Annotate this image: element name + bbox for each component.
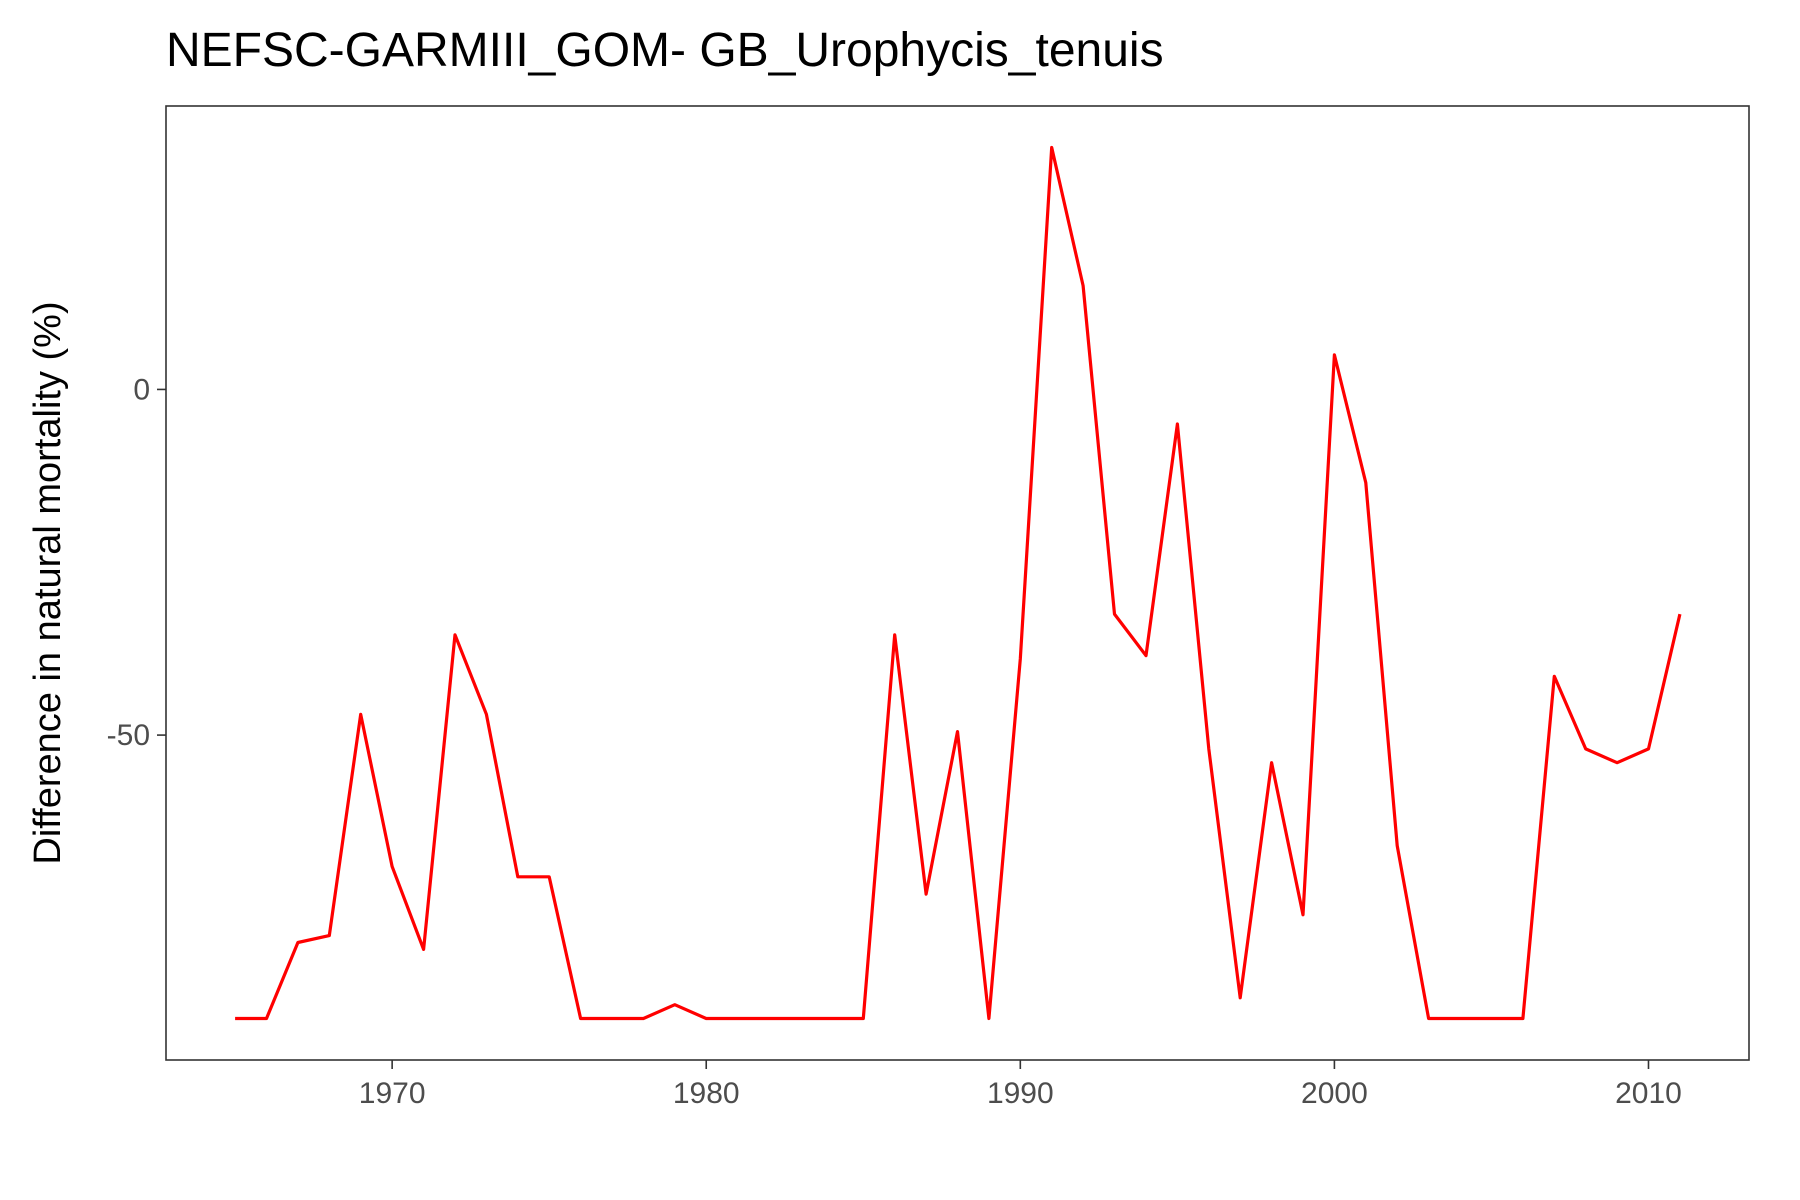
chart-title: NEFSC-GARMIII_GOM- GB_Urophycis_tenuis xyxy=(166,24,1164,77)
series-line xyxy=(235,145,1682,1021)
x-axis: 1970 1980 1990 2000 2010 xyxy=(359,1060,1682,1110)
x-tick-label: 2010 xyxy=(1615,1077,1682,1110)
x-tick-label: 2000 xyxy=(1301,1077,1368,1110)
y-tick-label: -50 xyxy=(107,719,150,752)
series-layer xyxy=(235,145,1682,1021)
y-axis: 0 -50 xyxy=(107,373,166,752)
y-axis-label: Difference in natural mortality (%) xyxy=(27,301,69,864)
x-tick-label: 1990 xyxy=(987,1077,1054,1110)
x-tick-label: 1970 xyxy=(359,1077,426,1110)
x-tick-label: 1980 xyxy=(673,1077,740,1110)
y-tick-label: 0 xyxy=(133,373,150,406)
plot-panel xyxy=(165,105,1750,1061)
